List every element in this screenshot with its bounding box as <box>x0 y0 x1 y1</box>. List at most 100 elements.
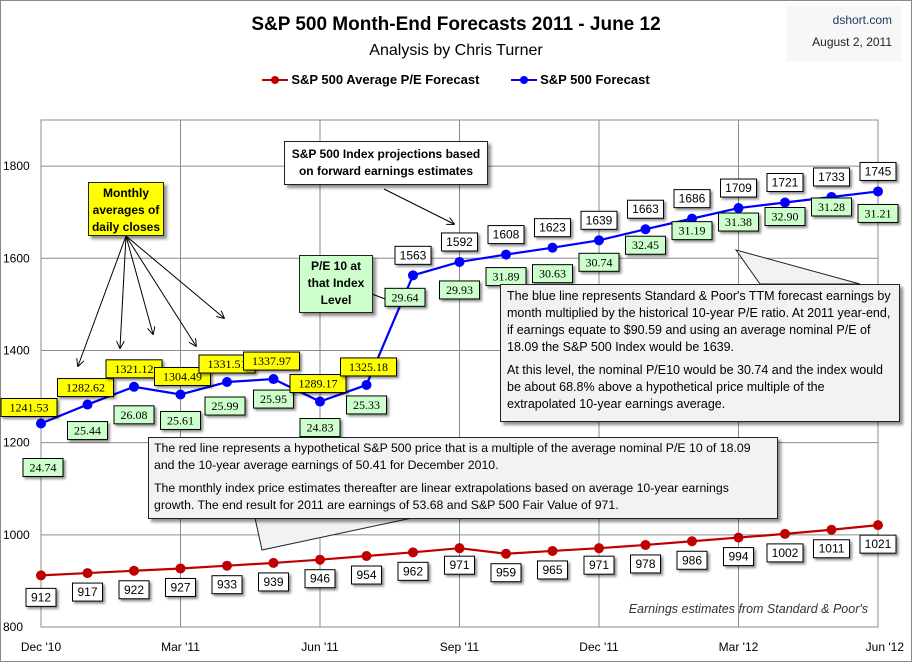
red-series-point <box>36 570 46 581</box>
note-blue-line: The blue line represents Standard & Poor… <box>500 284 900 422</box>
red-value-label-text: 927 <box>170 580 190 594</box>
x-tick-label: Jun '12 <box>866 640 905 654</box>
red-value-label-text: 946 <box>310 572 330 586</box>
pe10-label-text: 30.74 <box>586 255 613 269</box>
blue-series-point <box>129 381 139 392</box>
red-value-label: 959 <box>490 563 522 583</box>
legend-label-blue: S&P 500 Forecast <box>540 72 650 87</box>
pe10-label: 29.64 <box>384 287 426 307</box>
red-value-label-box <box>25 587 57 607</box>
blue-history-label: 1325.18 <box>340 357 397 377</box>
red-value-label: 978 <box>630 554 661 574</box>
blue-series-point <box>268 374 279 385</box>
pe10-label-text: 26.08 <box>121 408 148 422</box>
blue-series-point <box>733 203 744 214</box>
pe10-label-text: 31.21 <box>865 206 892 220</box>
red-series-point <box>687 536 697 547</box>
red-value-label-text: 1002 <box>772 546 799 560</box>
blue-series-point <box>873 186 883 197</box>
pe10-label: 30.74 <box>578 252 620 272</box>
pe10-label-box <box>113 405 155 425</box>
red-value-label-box <box>211 575 243 595</box>
blue-forecast-label-text: 1663 <box>632 202 659 216</box>
blue-series-point <box>594 235 604 246</box>
pe10-label: 25.33 <box>346 395 387 415</box>
red-value-label-box <box>444 555 475 575</box>
data-labels: 912 917 922 927 933 939 946 954 962 971 959 965 971 9… <box>0 161 899 607</box>
red-value-label: 933 <box>211 575 243 595</box>
publish-date: August 2, 2011 <box>812 35 892 49</box>
pe10-label: 32.90 <box>764 207 806 227</box>
blue-series-point <box>175 389 186 400</box>
note-blue-paragraph-1: The blue line represents Standard & Poor… <box>507 289 891 354</box>
pe10-label: 31.21 <box>857 203 899 223</box>
y-tick-label: 1200 <box>3 436 30 450</box>
blue-history-label-text: 1337.97 <box>252 354 291 368</box>
pe10-label-text: 25.44 <box>74 424 101 438</box>
blue-history-label-text: 1304.49 <box>163 369 202 383</box>
annotation-arrows <box>78 188 454 366</box>
arrow-monthly-averages <box>120 235 127 348</box>
red-value-label: 994 <box>723 547 754 567</box>
pe10-label-box <box>718 212 759 232</box>
blue-history-label-text: 1289.17 <box>299 377 338 391</box>
legend: S&P 500 Average P/E Forecast S&P 500 For… <box>0 72 912 88</box>
source-note: Earnings estimates from Standard & Poor'… <box>628 602 868 616</box>
blue-forecast-label-text: 1733 <box>818 170 845 184</box>
pe10-label: 32.45 <box>625 235 666 255</box>
red-value-label-text: 971 <box>589 558 609 572</box>
callout-tail-blue <box>734 249 861 285</box>
blue-history-label-box <box>154 366 211 386</box>
red-value-label: 939 <box>258 572 289 592</box>
note-red-paragraph-1: The red line represents a hypothetical S… <box>154 441 751 472</box>
chart-subtitle: Analysis by Chris Turner <box>369 42 543 59</box>
blue-forecast-label-text: 1745 <box>865 164 892 178</box>
red-value-label-text: 986 <box>682 553 702 567</box>
red-value-label-box <box>813 539 850 559</box>
red-value-label-text: 994 <box>728 550 748 564</box>
red-value-label: 1002 <box>766 543 804 563</box>
red-value-label-box <box>537 560 568 580</box>
pe10-label-box <box>532 264 573 284</box>
red-value-label: 962 <box>397 561 429 581</box>
blue-history-label-box <box>340 357 397 377</box>
blue-forecast-label: 1709 <box>720 178 757 198</box>
blue-series-point <box>640 224 651 235</box>
blue-forecast-label: 1608 <box>487 225 525 245</box>
blue-history-label: 1304.49 <box>154 366 211 386</box>
red-series-point <box>873 520 883 531</box>
blue-forecast-label: 1733 <box>813 167 850 187</box>
red-value-label-box <box>490 563 522 583</box>
red-value-label: 917 <box>72 582 103 602</box>
red-value-label: 922 <box>118 580 150 600</box>
red-series-point <box>733 532 744 543</box>
blue-history-label: 1241.53 <box>0 397 58 417</box>
blue-forecast-label: 1639 <box>580 210 618 230</box>
pe10-label-text: 31.89 <box>493 270 520 284</box>
pe10-label-box <box>671 221 713 241</box>
pe10-label-box <box>811 197 852 217</box>
blue-forecast-label: 1686 <box>673 189 711 209</box>
blue-history-label-box <box>243 351 300 371</box>
x-tick-label: Jun '11 <box>301 640 339 654</box>
y-tick-label: 800 <box>3 620 23 634</box>
red-value-label-text: 939 <box>263 575 283 589</box>
arrow-monthly-averages <box>125 235 196 346</box>
red-value-label: 971 <box>444 555 475 575</box>
blue-forecast-label-box <box>766 173 804 193</box>
pe10-label-text: 29.64 <box>392 290 419 304</box>
blue-forecast-label-text: 1563 <box>400 248 427 262</box>
blue-forecast-label-text: 1623 <box>539 221 566 235</box>
x-tick-label: Dec '10 <box>21 640 62 654</box>
red-series-point <box>408 547 418 558</box>
pe10-label-text: 31.38 <box>725 215 752 229</box>
blue-forecast-label-text: 1608 <box>493 228 520 242</box>
red-value-label-box <box>165 577 196 597</box>
callout-pe10: P/E 10 at that Index Level <box>299 255 373 313</box>
red-value-label-box <box>723 547 754 567</box>
red-series-point <box>547 545 558 556</box>
site-name: dshort.com <box>832 13 892 27</box>
y-tick-label: 1000 <box>3 528 30 542</box>
chart-title: S&P 500 Month-End Forecasts 2011 - June … <box>251 14 661 35</box>
red-series-point <box>640 539 651 550</box>
